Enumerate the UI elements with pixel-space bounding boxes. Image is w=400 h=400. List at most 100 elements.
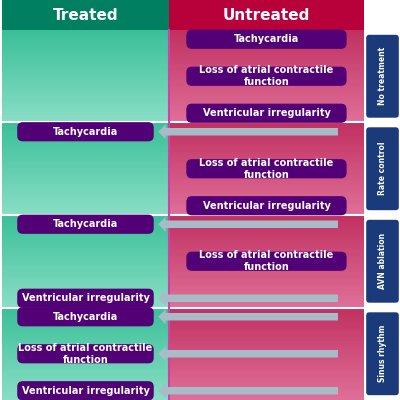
Bar [2,50,169,53]
Bar [2,170,169,173]
Bar [169,353,364,356]
Bar [2,390,169,393]
Bar [2,311,169,314]
Bar [2,191,169,194]
Bar [169,392,364,395]
Bar [2,383,169,386]
Bar [2,96,169,99]
Bar [2,230,169,234]
Bar [2,397,169,400]
Bar [2,175,169,178]
Bar [2,237,169,240]
Bar [169,147,364,150]
Bar [169,154,364,157]
Bar [169,346,364,349]
Bar [169,106,364,109]
Bar [169,48,364,51]
Bar [2,112,169,116]
Bar [2,161,169,164]
Bar [2,207,169,210]
Bar [2,68,169,72]
Bar [169,307,364,310]
Bar [169,224,364,226]
Bar [169,295,364,298]
Bar [169,281,364,284]
Bar [169,110,364,113]
Bar [169,267,364,270]
Bar [169,309,364,312]
Bar [169,311,364,314]
Bar [169,249,364,252]
Bar [2,323,169,326]
Bar [169,85,364,88]
Bar [169,101,364,104]
Bar [2,147,169,150]
Bar [169,196,364,199]
Bar [169,73,364,76]
Bar [169,29,364,32]
Bar [169,286,364,289]
Bar [2,80,169,83]
Bar [2,106,169,109]
Bar [169,80,364,83]
Bar [2,29,169,32]
Bar [169,166,364,169]
Bar [2,203,169,206]
Bar [169,378,364,382]
Bar [2,337,169,340]
FancyBboxPatch shape [186,196,347,215]
Bar [2,78,169,81]
Bar [2,62,169,65]
Bar [2,0,169,30]
Bar [2,318,169,321]
Bar [169,210,364,213]
Bar [169,339,364,342]
Bar [169,55,364,58]
Bar [169,274,364,278]
Bar [2,55,169,58]
Bar [169,62,364,65]
Bar [169,152,364,155]
Bar [169,369,364,372]
Bar [169,279,364,282]
Bar [169,103,364,106]
Bar [169,228,364,231]
Bar [2,372,169,374]
Bar [2,293,169,296]
Bar [169,161,364,164]
Bar [169,233,364,236]
Bar [2,166,169,169]
Bar [2,150,169,152]
Bar [169,172,364,176]
Bar [2,267,169,270]
Bar [169,38,364,42]
Bar [169,193,364,196]
Bar [169,388,364,391]
Bar [2,156,169,160]
Bar [2,110,169,113]
Bar [169,290,364,294]
Bar [2,260,169,264]
FancyBboxPatch shape [17,215,154,234]
Bar [169,334,364,338]
Bar [2,184,169,187]
Bar [2,240,169,243]
Bar [2,328,169,331]
Bar [2,200,169,204]
Bar [2,385,169,388]
Bar [2,140,169,143]
Bar [169,226,364,229]
FancyBboxPatch shape [186,252,347,271]
Bar [2,300,169,303]
Bar [169,140,364,143]
Bar [2,353,169,356]
Bar [169,221,364,224]
Bar [169,203,364,206]
Bar [169,36,364,39]
Bar [2,177,169,180]
Bar [2,367,169,370]
Bar [169,52,364,56]
Bar [2,304,169,308]
Bar [169,344,364,347]
Bar [2,89,169,92]
